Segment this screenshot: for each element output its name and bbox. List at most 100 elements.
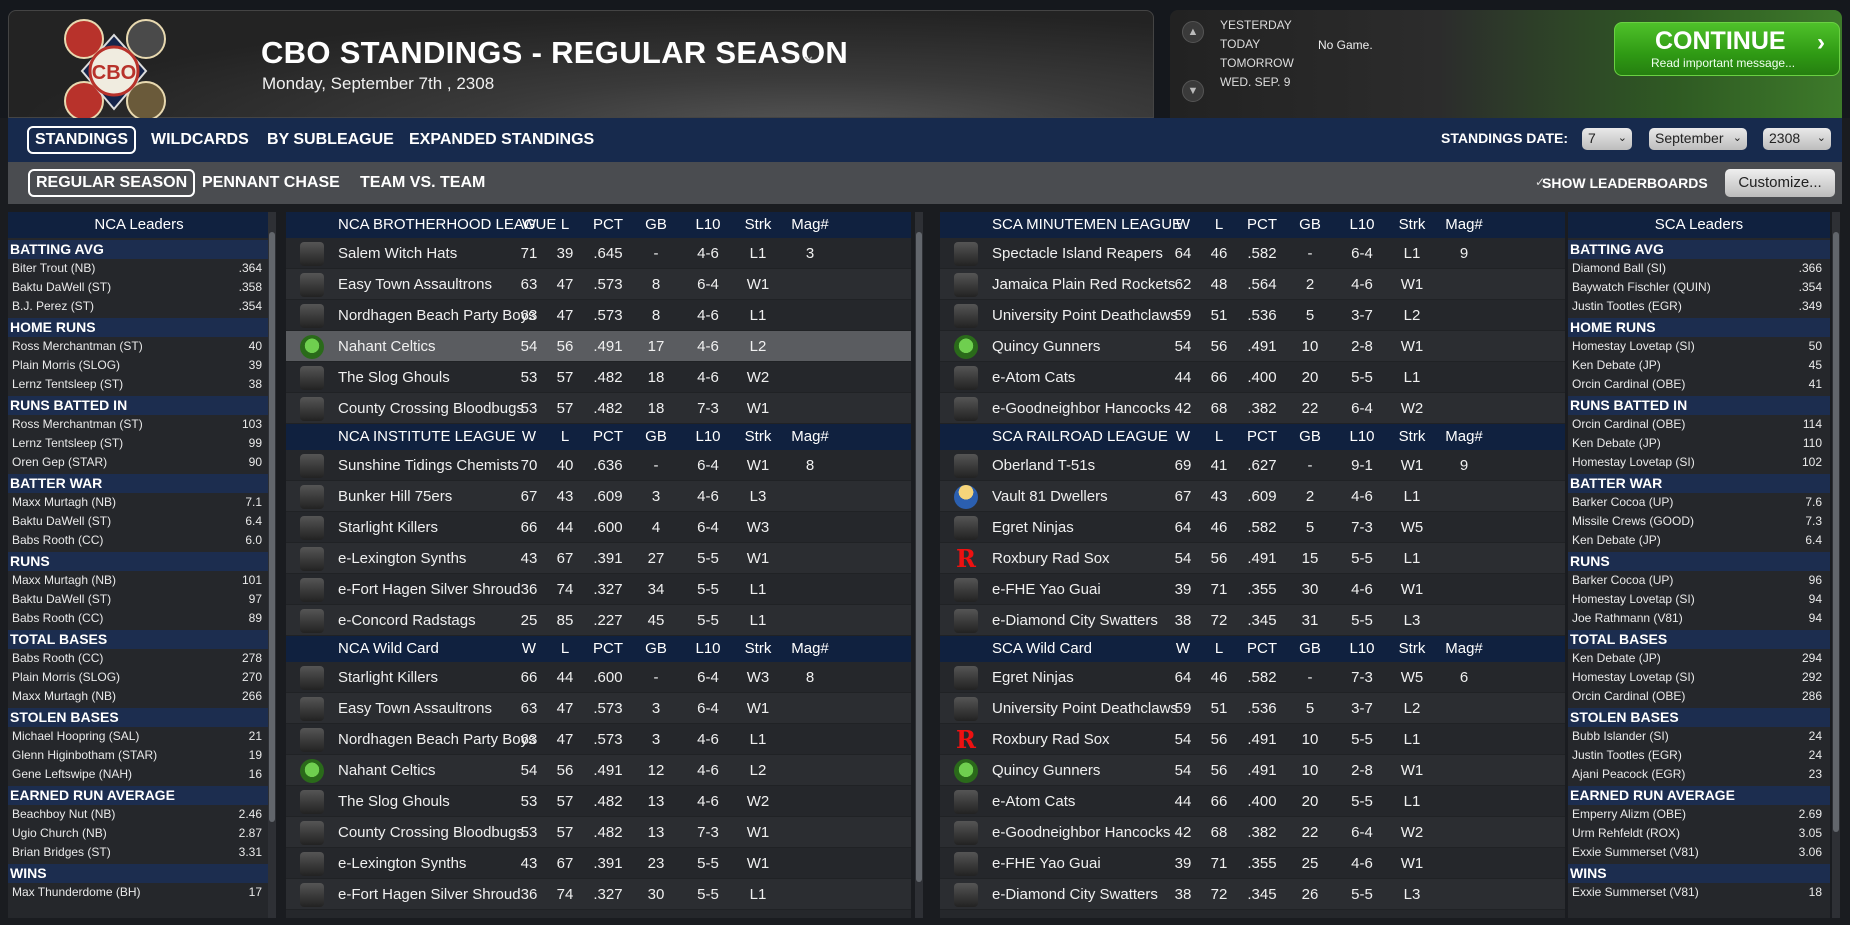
team-row[interactable]: Egret Ninjas 64 46 .582 5 7-3 W5: [940, 512, 1565, 543]
nca-leaders-scrollbar[interactable]: [268, 212, 276, 918]
date-month-select[interactable]: September ⌄: [1649, 128, 1747, 150]
team-name[interactable]: Easy Town Assaultrons: [338, 276, 492, 293]
column-header[interactable]: Strk: [744, 640, 772, 657]
leader-row[interactable]: Maxx Murtagh (NB) 7.1: [8, 493, 270, 512]
column-header[interactable]: Strk: [744, 428, 772, 445]
team-row[interactable]: R Roxbury Rad Sox 54 56 .491 15 5-5 L1: [940, 543, 1565, 574]
column-header[interactable]: L: [1214, 428, 1224, 445]
team-row[interactable]: e-FHE Yao Guai 39 71 .355 30 4-6 W1: [940, 574, 1565, 605]
leader-row[interactable]: Emperry Alizm (OBE) 2.69: [1568, 805, 1830, 824]
team-name[interactable]: Salem Witch Hats: [338, 245, 458, 262]
team-row[interactable]: e-Fort Hagen Silver Shroud 36 74 .327 34 5-5 L…: [286, 574, 911, 605]
column-header[interactable]: PCT: [1247, 216, 1277, 233]
continue-button[interactable]: CONTINUE › Read important message...: [1614, 22, 1840, 76]
date-day-select[interactable]: 7 ⌄: [1582, 128, 1632, 150]
team-row[interactable]: Easy Town Assaultrons 63 47 .573 3 6-4 W1: [286, 693, 911, 724]
team-row[interactable]: Nahant Celtics 54 56 .491 12 4-6 L2: [286, 755, 911, 786]
column-header[interactable]: Strk: [1398, 428, 1426, 445]
leader-row[interactable]: Baywatch Fischler (QUIN) .354: [1568, 278, 1830, 297]
leader-row[interactable]: Ken Debate (JP) 294: [1568, 649, 1830, 668]
leader-row[interactable]: Homestay Lovetap (SI) 94: [1568, 590, 1830, 609]
team-row[interactable]: R Roxbury Rad Sox 54 56 .491 10 5-5 L1: [940, 724, 1565, 755]
team-row[interactable]: Jamaica Plain Red Rockets 62 48 .564 2 4-6 W1: [940, 269, 1565, 300]
team-row[interactable]: e-Goodneighbor Hancocks 42 68 .382 22 6-4 W2: [940, 393, 1565, 424]
leader-row[interactable]: Homestay Lovetap (SI) 50: [1568, 337, 1830, 356]
leader-row[interactable]: Homestay Lovetap (SI) 292: [1568, 668, 1830, 687]
leader-row[interactable]: Homestay Lovetap (SI) 102: [1568, 453, 1830, 472]
team-name[interactable]: Oberland T-51s: [992, 457, 1096, 474]
column-header[interactable]: GB: [1299, 216, 1321, 233]
team-row[interactable]: e-Atom Cats 44 66 .400 20 5-5 L1: [940, 362, 1565, 393]
team-name[interactable]: e-Concord Radstags: [338, 612, 476, 629]
column-header[interactable]: W: [1175, 640, 1191, 657]
column-header[interactable]: Mag#: [791, 428, 829, 445]
leader-row[interactable]: Ross Merchantman (ST) 103: [8, 415, 270, 434]
team-name[interactable]: County Crossing Bloodbugs: [338, 824, 524, 841]
team-name[interactable]: Starlight Killers: [338, 519, 439, 536]
column-header[interactable]: L10: [1349, 428, 1375, 445]
leader-row[interactable]: Justin Tootles (EGR) .349: [1568, 297, 1830, 316]
team-row[interactable]: University Point Deathclaws 59 51 .536 5 3-7 L…: [940, 693, 1565, 724]
team-row[interactable]: e-Diamond City Swatters 38 72 .345 26 5-5 L3: [940, 879, 1565, 910]
team-row[interactable]: The Slog Ghouls 53 57 .482 18 4-6 W2: [286, 362, 911, 393]
tab-by-subleague[interactable]: BY SUBLEAGUE: [267, 131, 394, 148]
team-row[interactable]: Salem Witch Hats 71 39 .645 - 4-6 L1 3: [286, 238, 911, 269]
team-name[interactable]: Quincy Gunners: [992, 338, 1101, 355]
leader-row[interactable]: Baktu DaWell (ST) .358: [8, 278, 270, 297]
team-name[interactable]: e-Lexington Synths: [338, 550, 467, 567]
leader-row[interactable]: Justin Tootles (EGR) 24: [1568, 746, 1830, 765]
leader-row[interactable]: Oren Gep (STAR) 90: [8, 453, 270, 472]
team-row[interactable]: University Point Deathclaws 59 51 .536 5 3-7 L…: [940, 300, 1565, 331]
team-name[interactable]: Bunker Hill 75ers: [338, 488, 453, 505]
leader-row[interactable]: Brian Bridges (ST) 3.31: [8, 843, 270, 862]
leader-row[interactable]: Missile Crews (GOOD) 7.3: [1568, 512, 1830, 531]
team-row[interactable]: e-Goodneighbor Hancocks 42 68 .382 22 6-4 W2: [940, 817, 1565, 848]
day-next[interactable]: WED. SEP. 9: [1220, 75, 1291, 89]
scroll-thumb[interactable]: [1833, 232, 1839, 832]
team-row[interactable]: e-Fort Hagen Silver Shroud 36 74 .327 30 5-5 L…: [286, 879, 911, 910]
team-row[interactable]: Nahant Celtics 54 56 .491 17 4-6 L2: [286, 331, 911, 362]
leader-row[interactable]: Urm Rehfeldt (ROX) 3.05: [1568, 824, 1830, 843]
team-name[interactable]: Egret Ninjas: [992, 669, 1074, 686]
team-name[interactable]: The Slog Ghouls: [338, 793, 450, 810]
team-row[interactable]: e-FHE Yao Guai 39 71 .355 25 4-6 W1: [940, 848, 1565, 879]
team-name[interactable]: Nordhagen Beach Party Boys: [338, 731, 536, 748]
team-name[interactable]: e-Fort Hagen Silver Shroud: [338, 581, 521, 598]
leader-row[interactable]: Barker Cocoa (UP) 96: [1568, 571, 1830, 590]
column-header[interactable]: Mag#: [1445, 428, 1483, 445]
leader-row[interactable]: Maxx Murtagh (NB) 266: [8, 687, 270, 706]
team-name[interactable]: e-Fort Hagen Silver Shroud: [338, 886, 521, 903]
team-row[interactable]: Quincy Gunners 54 56 .491 10 2-8 W1: [940, 331, 1565, 362]
day-tomorrow[interactable]: TOMORROW: [1220, 56, 1294, 70]
team-name[interactable]: University Point Deathclaws: [992, 700, 1178, 717]
tab-wildcards[interactable]: WILDCARDS: [151, 131, 249, 148]
leader-row[interactable]: Barker Cocoa (UP) 7.6: [1568, 493, 1830, 512]
team-row[interactable]: Bunker Hill 75ers 67 43 .609 3 4-6 L3: [286, 481, 911, 512]
tab-regular-season[interactable]: REGULAR SEASON: [28, 169, 196, 197]
column-header[interactable]: GB: [645, 640, 667, 657]
leader-row[interactable]: Biter Trout (NB) .364: [8, 259, 270, 278]
team-name[interactable]: Nahant Celtics: [338, 338, 436, 355]
column-header[interactable]: W: [521, 640, 537, 657]
team-name[interactable]: Roxbury Rad Sox: [992, 731, 1110, 748]
leader-row[interactable]: Beachboy Nut (NB) 2.46: [8, 805, 270, 824]
leader-row[interactable]: Baktu DaWell (ST) 97: [8, 590, 270, 609]
team-name[interactable]: Nordhagen Beach Party Boys: [338, 307, 536, 324]
team-name[interactable]: e-Atom Cats: [992, 793, 1076, 810]
team-row[interactable]: Nordhagen Beach Party Boys 63 47 .573 3 4-6 L1: [286, 724, 911, 755]
column-header[interactable]: L: [560, 640, 570, 657]
leader-row[interactable]: B.J. Perez (ST) .354: [8, 297, 270, 316]
tab-expanded-standings[interactable]: EXPANDED STANDINGS: [409, 131, 595, 148]
leader-row[interactable]: Maxx Murtagh (NB) 101: [8, 571, 270, 590]
column-header[interactable]: L: [1214, 216, 1224, 233]
column-header[interactable]: Mag#: [791, 640, 829, 657]
column-header[interactable]: L10: [1349, 216, 1375, 233]
column-header[interactable]: PCT: [1247, 428, 1277, 445]
leader-row[interactable]: Glenn Higinbotham (STAR) 19: [8, 746, 270, 765]
column-header[interactable]: W: [521, 216, 537, 233]
team-name[interactable]: Egret Ninjas: [992, 519, 1074, 536]
column-header[interactable]: GB: [645, 428, 667, 445]
column-header[interactable]: GB: [1299, 640, 1321, 657]
team-row[interactable]: Starlight Killers 66 44 .600 4 6-4 W3: [286, 512, 911, 543]
team-name[interactable]: e-Goodneighbor Hancocks: [992, 824, 1171, 841]
